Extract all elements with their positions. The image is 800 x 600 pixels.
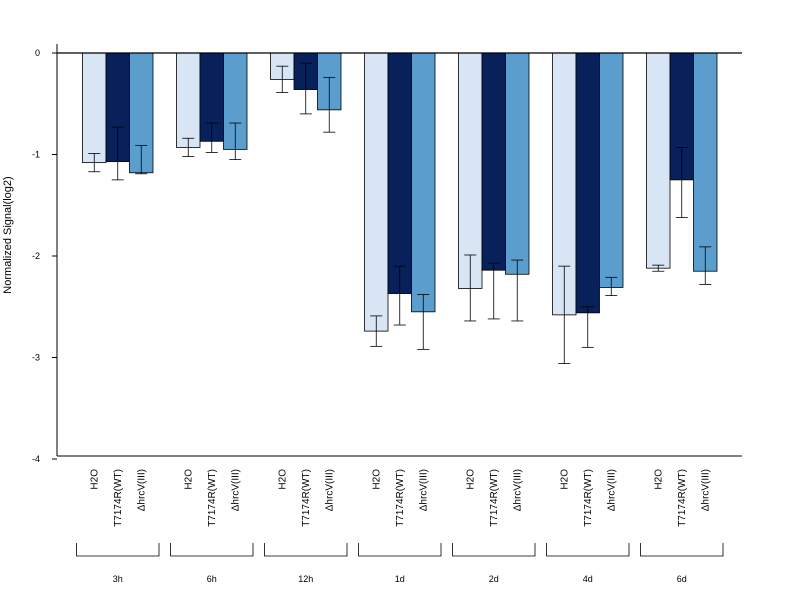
x-tick-label: H2O: [89, 469, 100, 490]
error-bar: [464, 254, 477, 322]
x-tick-label: H2O: [465, 469, 476, 490]
x-tick-label: H2O: [559, 469, 570, 490]
y-tick-label: -3: [32, 353, 40, 363]
error-bar: [417, 294, 430, 350]
bar: [176, 52, 201, 148]
bar: [646, 52, 671, 269]
y-tick-label: 0: [35, 48, 40, 58]
group-bracket: [358, 543, 442, 557]
x-tick-label: T7174R(WT): [583, 469, 594, 527]
x-tick-label: ΔhrcV(III): [606, 469, 617, 511]
error-bars: [88, 62, 712, 364]
group-bracket: [170, 543, 254, 557]
y-tick-label: -1: [32, 150, 40, 160]
y-tick-label: -2: [32, 251, 40, 261]
error-bar: [487, 262, 500, 320]
x-tick-label: T7174R(WT): [489, 469, 500, 527]
bars: [82, 52, 718, 332]
x-tick-label: T7174R(WT): [113, 469, 124, 527]
x-tick-label: H2O: [183, 469, 194, 490]
x-tick-label: ΔhrcV(III): [136, 469, 147, 511]
x-tick-label: T7174R(WT): [395, 469, 406, 527]
group-label: 2d: [489, 574, 499, 584]
group-label: 3h: [113, 574, 123, 584]
y-axis-label: Normalized Signal(log2): [2, 176, 14, 293]
error-bar: [88, 153, 101, 173]
error-bar: [652, 264, 665, 272]
error-bar: [323, 76, 336, 133]
group-bracket: [546, 543, 630, 557]
x-tick-label: T7174R(WT): [301, 469, 312, 527]
error-bar: [276, 65, 289, 93]
x-tick-label: H2O: [653, 469, 664, 490]
bar: [364, 52, 389, 332]
group-bracket: [452, 543, 536, 557]
error-bar: [111, 126, 124, 181]
error-bar: [135, 144, 148, 175]
x-tick-label: ΔhrcV(III): [700, 469, 711, 511]
x-tick-labels: H2O T7174R(WT) ΔhrcV(III) H2O T7174R(WT) Δhrc…: [89, 469, 711, 527]
bar: [481, 52, 506, 271]
y-tick-label: -4: [32, 454, 40, 464]
error-bar: [393, 265, 406, 326]
x-tick-label: ΔhrcV(III): [324, 469, 335, 511]
bar: [411, 52, 436, 313]
bar: [82, 52, 107, 164]
error-bar: [229, 122, 242, 160]
error-bar: [370, 315, 383, 347]
group-bracket: [264, 543, 348, 557]
x-tick-label: T7174R(WT): [677, 469, 688, 527]
group-bracket: [640, 543, 724, 557]
error-bar: [581, 306, 594, 348]
group-bracket: [76, 543, 160, 557]
group-label: 6h: [207, 574, 217, 584]
x-tick-label: ΔhrcV(III): [230, 469, 241, 511]
bar: [387, 52, 412, 294]
y-ticks: 0 -1 -2 -3 -4: [32, 48, 57, 464]
bar: [458, 52, 483, 289]
bar: [599, 52, 624, 288]
error-bar: [205, 122, 218, 153]
group-brackets: 3h 6h 12h 1d 2d 4d 6d: [76, 543, 724, 584]
group-label: 12h: [298, 574, 313, 584]
group-label: 1d: [395, 574, 405, 584]
error-bar: [182, 137, 195, 157]
x-tick-label: ΔhrcV(III): [418, 469, 429, 511]
error-bar: [511, 259, 524, 322]
group-label: 4d: [583, 574, 593, 584]
x-tick-label: T7174R(WT): [207, 469, 218, 527]
x-tick-label: ΔhrcV(III): [512, 469, 523, 511]
bar: [575, 52, 600, 314]
bar: [693, 52, 718, 272]
error-bar: [699, 246, 712, 285]
group-label: 6d: [677, 574, 687, 584]
error-bar: [299, 62, 312, 115]
error-bar: [558, 265, 571, 364]
bar: [505, 52, 530, 275]
error-bar: [605, 276, 618, 296]
x-tick-label: H2O: [277, 469, 288, 490]
error-bar: [675, 146, 688, 218]
x-tick-label: H2O: [371, 469, 382, 490]
